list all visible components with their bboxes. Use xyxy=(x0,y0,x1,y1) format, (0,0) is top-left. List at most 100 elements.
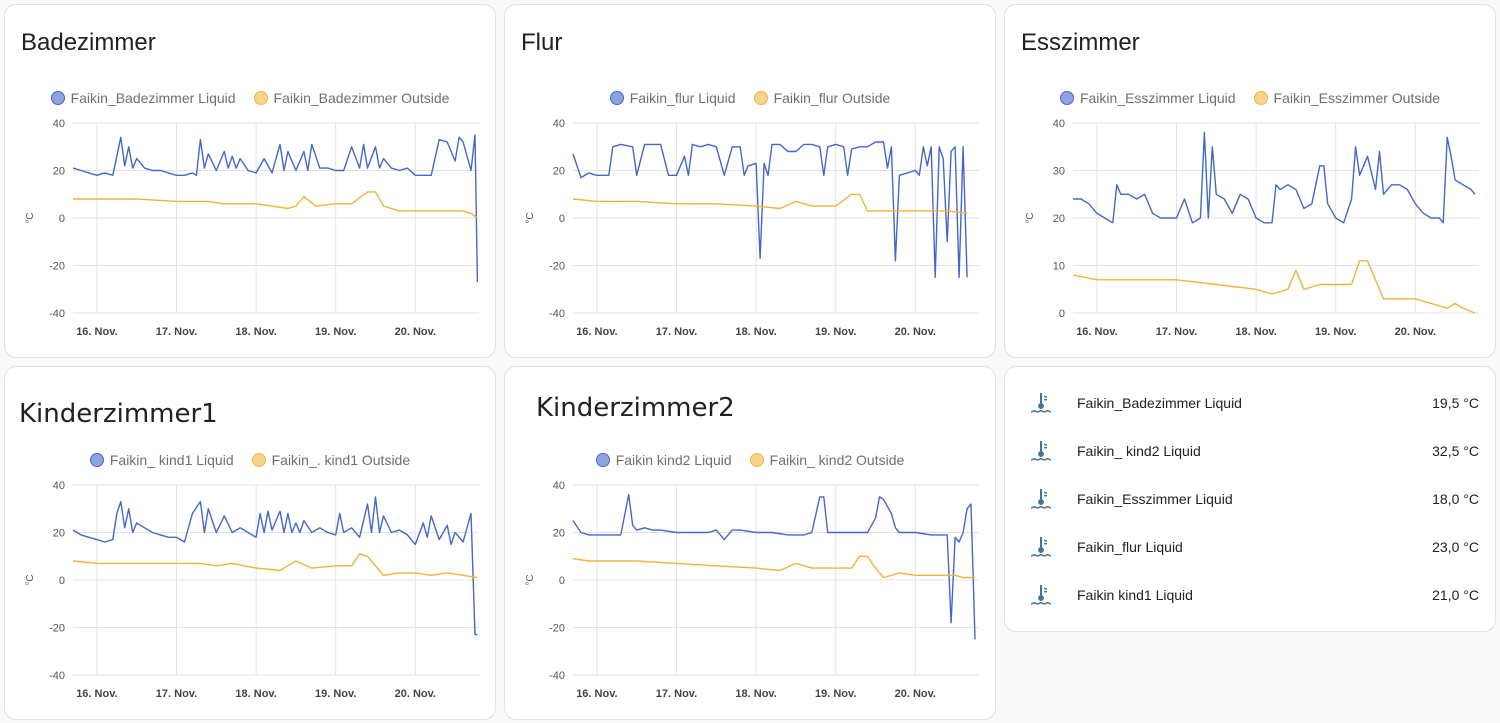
x-tick-label: 19. Nov. xyxy=(315,326,356,338)
line-chart[interactable]: 40 20 0 -20 -40 16. Nov. 17. Nov. 18. Nov. 19. N… xyxy=(5,5,496,358)
y-tick-label: 0 xyxy=(1059,308,1065,320)
y-tick-label: -40 xyxy=(49,308,65,320)
x-tick-label: 20. Nov. xyxy=(1395,326,1436,338)
legend-swatch xyxy=(595,453,610,467)
y-tick-label: -40 xyxy=(549,308,565,320)
x-tick-label: 18. Nov. xyxy=(735,326,776,338)
y-tick-label: 40 xyxy=(53,480,65,492)
legend-item-outside[interactable]: Faikin_Esszimmer Outside xyxy=(1253,90,1440,106)
series-line-liquid xyxy=(72,134,479,283)
legend-swatch xyxy=(609,91,624,105)
legend-item-outside[interactable]: Faikin_Badezimmer Outside xyxy=(253,90,449,106)
legend-item-liquid[interactable]: Faikin kind2 Liquid xyxy=(595,452,732,468)
legend-swatch xyxy=(253,91,268,105)
x-tick-label: 16. Nov. xyxy=(1076,326,1117,338)
entities-card: Faikin_Badezimmer Liquid 19,5 °C Faikin_… xyxy=(1004,366,1496,632)
coolant-temperature-icon xyxy=(1031,393,1051,413)
y-tick-label: 30 xyxy=(1053,166,1065,178)
line-chart[interactable]: 40 20 0 -20 -40 16. Nov. 17. Nov. 18. Nov. 19. N… xyxy=(505,367,996,720)
y-axis-label: °C xyxy=(1025,212,1036,223)
entity-state: 18,0 °C xyxy=(1432,491,1479,507)
x-tick-label: 18. Nov. xyxy=(235,688,276,700)
y-tick-label: 40 xyxy=(1053,118,1065,130)
series-line-liquid xyxy=(72,496,478,636)
y-tick-label: 20 xyxy=(553,528,565,540)
y-tick-label: 20 xyxy=(53,166,65,178)
legend-swatch xyxy=(1253,91,1268,105)
y-axis-label: °C xyxy=(525,212,536,223)
entity-state: 23,0 °C xyxy=(1432,539,1479,555)
x-tick-label: 19. Nov. xyxy=(815,326,856,338)
legend-item-outside[interactable]: Faikin_flur Outside xyxy=(753,90,891,106)
series-line-liquid xyxy=(572,493,976,640)
history-card-flur: Flur Faikin_flur Liquid Faikin_flur Outs… xyxy=(504,4,996,358)
legend-item-liquid[interactable]: Faikin_ kind1 Liquid xyxy=(89,452,234,468)
x-tick-label: 19. Nov. xyxy=(815,688,856,700)
entity-row[interactable]: Faikin_Esszimmer Liquid 18,0 °C xyxy=(1005,479,1495,519)
coolant-temperature-icon xyxy=(1031,441,1051,461)
entity-state: 19,5 °C xyxy=(1432,395,1479,411)
legend-item-outside[interactable]: Faikin_. kind1 Outside xyxy=(251,452,410,468)
series-line-outside xyxy=(572,193,968,214)
x-tick-label: 17. Nov. xyxy=(656,688,697,700)
series-line-liquid xyxy=(1073,131,1476,224)
line-chart[interactable]: 40 20 0 -20 -40 16. Nov. 17. Nov. 18. Nov. 19. N… xyxy=(5,367,496,720)
entity-state: 32,5 °C xyxy=(1432,443,1479,459)
legend-label: Faikin_flur Outside xyxy=(773,90,891,106)
y-tick-label: -40 xyxy=(549,670,565,682)
x-tick-label: 19. Nov. xyxy=(1315,326,1356,338)
series-line-liquid xyxy=(572,141,968,279)
legend-label: Faikin_flur Liquid xyxy=(629,90,736,106)
coolant-temperature-icon xyxy=(1031,537,1051,557)
legend-label: Faikin_ kind1 Liquid xyxy=(109,452,234,468)
y-tick-label: 0 xyxy=(59,213,65,225)
line-chart[interactable]: 40 30 20 10 0 16. Nov. 17. Nov. 18. Nov. 19. Nov… xyxy=(1005,5,1496,358)
entity-name: Faikin_ kind2 Liquid xyxy=(1077,443,1201,459)
legend-swatch xyxy=(89,453,104,467)
entity-row[interactable]: Faikin kind1 Liquid 21,0 °C xyxy=(1005,575,1495,615)
y-tick-label: 40 xyxy=(53,118,65,130)
entity-name: Faikin_Badezimmer Liquid xyxy=(1077,395,1242,411)
x-tick-label: 17. Nov. xyxy=(156,326,197,338)
y-tick-label: 0 xyxy=(59,575,65,587)
x-tick-label: 16. Nov. xyxy=(576,326,617,338)
entity-row[interactable]: Faikin_ kind2 Liquid 32,5 °C xyxy=(1005,431,1495,471)
legend-item-liquid[interactable]: Faikin_flur Liquid xyxy=(609,90,736,106)
y-tick-label: -20 xyxy=(549,261,565,273)
coolant-temperature-icon xyxy=(1031,489,1051,509)
legend-label: Faikin_Badezimmer Liquid xyxy=(70,90,236,106)
card-title: Badezimmer xyxy=(21,29,156,56)
card-title: Kinderzimmer2 xyxy=(536,393,735,423)
entity-row[interactable]: Faikin_Badezimmer Liquid 19,5 °C xyxy=(1005,383,1495,423)
y-tick-label: 10 xyxy=(1053,261,1065,273)
x-tick-label: 16. Nov. xyxy=(76,688,117,700)
line-chart[interactable]: 40 20 0 -20 -40 16. Nov. 17. Nov. 18. Nov. 19. N… xyxy=(505,5,996,358)
y-tick-label: -40 xyxy=(49,670,65,682)
y-axis-label: °C xyxy=(525,574,536,585)
entity-name: Faikin_flur Liquid xyxy=(1077,539,1183,555)
y-tick-label: 20 xyxy=(53,528,65,540)
y-tick-label: 40 xyxy=(553,118,565,130)
x-tick-label: 20. Nov. xyxy=(395,688,436,700)
legend-item-liquid[interactable]: Faikin_Esszimmer Liquid xyxy=(1059,90,1236,106)
y-tick-label: 0 xyxy=(559,213,565,225)
x-tick-label: 19. Nov. xyxy=(315,688,356,700)
legend-item-liquid[interactable]: Faikin_Badezimmer Liquid xyxy=(50,90,236,106)
y-tick-label: -20 xyxy=(549,623,565,635)
legend-swatch xyxy=(749,453,764,467)
card-title: Kinderzimmer1 xyxy=(19,399,218,429)
entity-row[interactable]: Faikin_flur Liquid 23,0 °C xyxy=(1005,527,1495,567)
x-tick-label: 18. Nov. xyxy=(1235,326,1276,338)
legend-item-outside[interactable]: Faikin_ kind2 Outside xyxy=(749,452,904,468)
entity-name: Faikin_Esszimmer Liquid xyxy=(1077,491,1233,507)
entity-name: Faikin kind1 Liquid xyxy=(1077,587,1193,603)
card-title: Flur xyxy=(521,29,563,56)
chart-legend: Faikin kind2 Liquid Faikin_ kind2 Outsid… xyxy=(505,452,995,468)
x-tick-label: 20. Nov. xyxy=(395,326,436,338)
y-tick-label: -20 xyxy=(49,261,65,273)
x-tick-label: 17. Nov. xyxy=(1156,326,1197,338)
series-line-outside xyxy=(572,555,975,579)
coolant-temperature-icon xyxy=(1031,585,1051,605)
x-tick-label: 17. Nov. xyxy=(156,688,197,700)
entity-state: 21,0 °C xyxy=(1432,587,1479,603)
